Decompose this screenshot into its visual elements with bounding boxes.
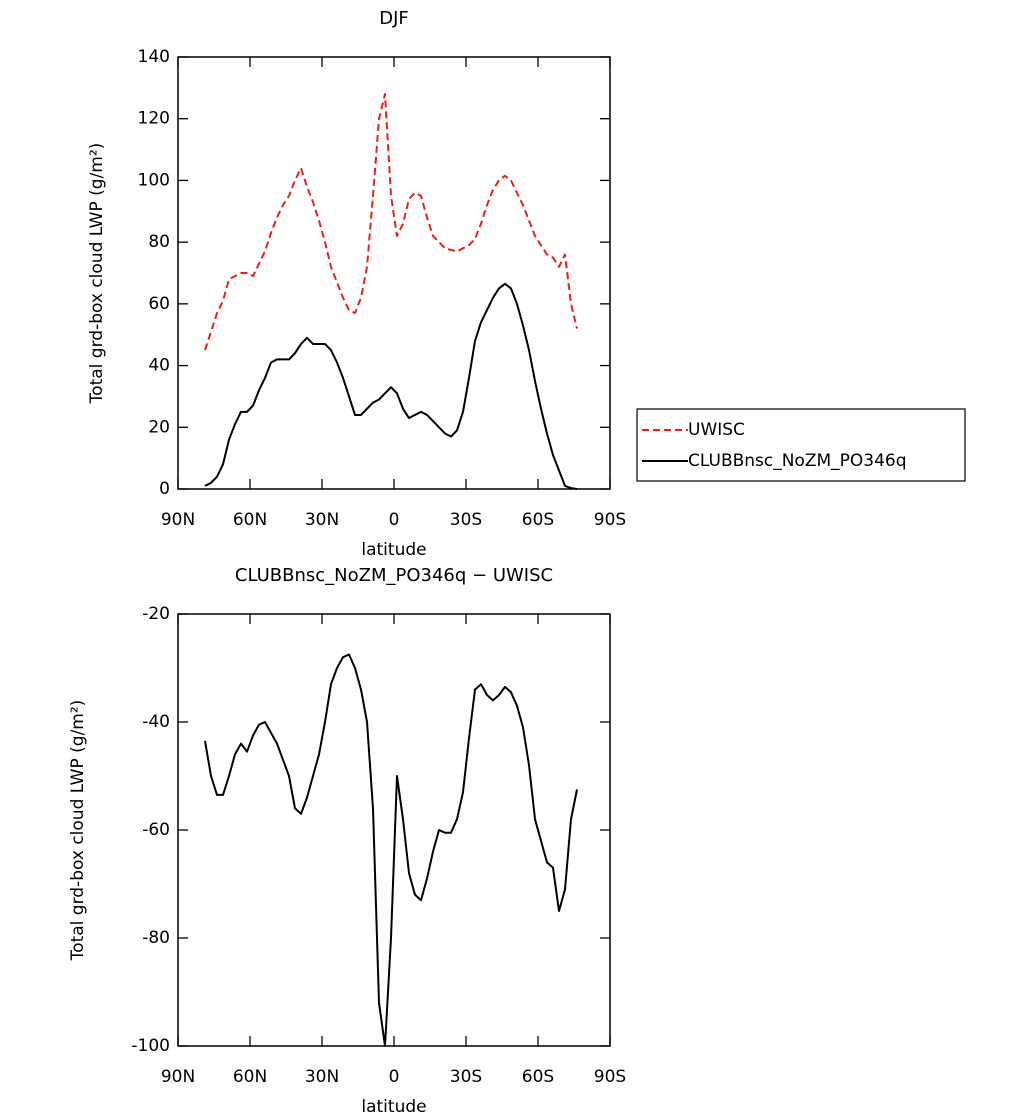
x-tick-label: 60S xyxy=(522,1067,554,1087)
y-tick-label: -60 xyxy=(142,820,170,840)
y-tick-label: 140 xyxy=(138,47,170,67)
y-tick-label: 0 xyxy=(159,479,170,499)
x-axis-label: latitude xyxy=(361,540,426,560)
legend-box xyxy=(636,408,966,482)
data-line xyxy=(204,282,578,490)
x-tick-label: 30S xyxy=(450,1067,482,1087)
x-tick-label: 90S xyxy=(594,1067,626,1087)
y-axis-label: Total grd-box cloud LWP (g/m²) xyxy=(87,143,107,405)
x-tick-label: 0 xyxy=(389,1067,400,1087)
legend-label: UWISC xyxy=(688,420,745,440)
x-tick-label: 60N xyxy=(233,1067,267,1087)
y-axis-label: Total grd-box cloud LWP (g/m²) xyxy=(68,700,88,962)
y-tick-label: -40 xyxy=(142,712,170,732)
data-line xyxy=(204,653,578,1047)
y-tick-label: -80 xyxy=(142,928,170,948)
legend-label: CLUBBnsc_NoZM_PO346q xyxy=(688,451,907,471)
y-tick-label: 20 xyxy=(148,417,170,437)
x-axis-label: latitude xyxy=(361,1097,426,1117)
x-tick-label: 0 xyxy=(389,510,400,530)
x-tick-label: 90S xyxy=(594,510,626,530)
x-tick-label: 30S xyxy=(450,510,482,530)
y-tick-label: 120 xyxy=(138,109,170,129)
y-tick-label: 80 xyxy=(148,232,170,252)
data-line xyxy=(204,93,578,351)
y-tick-label: 40 xyxy=(148,356,170,376)
x-tick-label: 90N xyxy=(161,510,195,530)
x-tick-label: 60N xyxy=(233,510,267,530)
x-tick-label: 30N xyxy=(305,510,339,530)
y-tick-label: 60 xyxy=(148,294,170,314)
chart-title: CLUBBnsc_NoZM_PO346q − UWISC xyxy=(235,565,553,586)
x-tick-label: 90N xyxy=(161,1067,195,1087)
chart-title: DJF xyxy=(379,8,409,29)
x-tick-label: 30N xyxy=(305,1067,339,1087)
x-tick-label: 60S xyxy=(522,510,554,530)
y-tick-label: 100 xyxy=(138,170,170,190)
y-tick-label: -100 xyxy=(131,1036,170,1056)
y-tick-label: -20 xyxy=(142,604,170,624)
